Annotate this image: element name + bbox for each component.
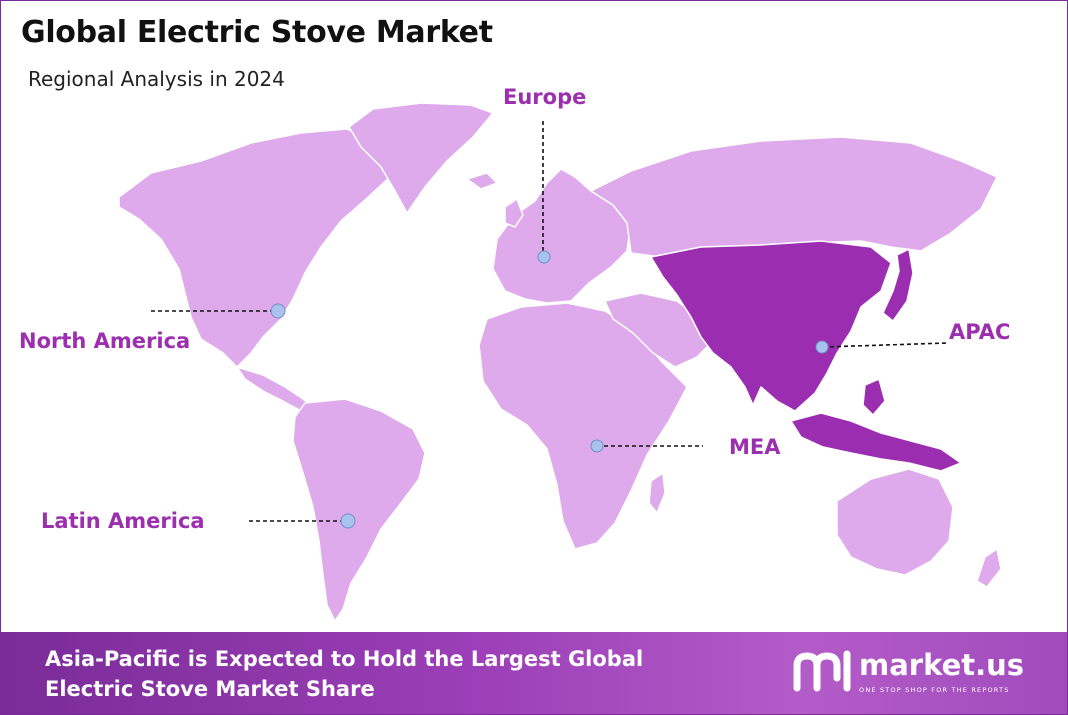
central-america-landmass (236, 366, 314, 414)
madagascar-landmass (648, 472, 666, 514)
southeast-asia-islands (790, 412, 962, 472)
region-label-europe: Europe (503, 85, 587, 109)
brand-tagline: ONE STOP SHOP FOR THE REPORTS (859, 686, 1010, 694)
iceland-landmass (466, 172, 498, 190)
australia-landmass (836, 468, 954, 576)
footer-headline-line1: Asia-Pacific is Expected to Hold the Lar… (45, 647, 644, 671)
region-label-mea: MEA (729, 435, 781, 459)
region-label-apac: APAC (949, 320, 1011, 344)
region-label-latin-america: Latin America (41, 509, 205, 533)
russia-landmass (590, 136, 998, 258)
page-subtitle: Regional Analysis in 2024 (28, 67, 285, 91)
north-america-landmass (118, 128, 410, 368)
new-zealand-landmass (976, 548, 1002, 588)
page-title: Global Electric Stove Market (21, 15, 493, 50)
mea-marker (590, 439, 604, 453)
south-america-landmass (292, 398, 426, 622)
europe-marker (537, 250, 551, 264)
world-map (118, 102, 1002, 622)
philippines-landmass (862, 378, 886, 416)
brand-name: market.us (859, 648, 1025, 682)
greenland-landmass (348, 102, 494, 214)
japan-landmass (882, 248, 914, 322)
north-america-marker (270, 303, 286, 319)
apac-marker (815, 340, 829, 354)
brand-logo-mark-icon (793, 650, 851, 692)
footer-headline-line2: Electric Stove Market Share (45, 677, 375, 701)
region-label-north-america: North America (19, 329, 191, 353)
latin-america-marker (340, 513, 356, 529)
apac-highlighted-region (650, 240, 892, 412)
footer-banner: Asia-Pacific is Expected to Hold the Lar… (1, 632, 1067, 714)
uk-landmass (504, 198, 524, 228)
brand-logo: market.us ONE STOP SHOP FOR THE REPORTS (791, 648, 1051, 702)
footer-headline: Asia-Pacific is Expected to Hold the Lar… (45, 644, 745, 704)
